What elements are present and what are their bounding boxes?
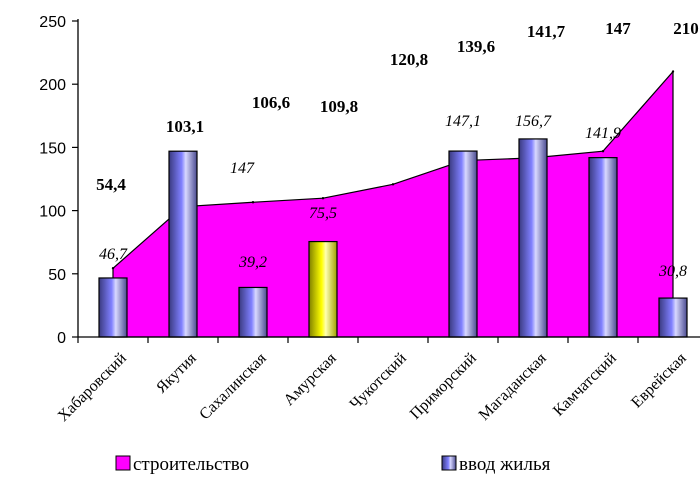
y-tick-label: 150 bbox=[39, 140, 66, 157]
area-data-label: 109,8 bbox=[320, 97, 358, 116]
bar-data-label: 147,1 bbox=[445, 113, 481, 130]
x-tick-label: Якутия bbox=[153, 349, 200, 396]
legend-swatch-stroitelstvo bbox=[115, 455, 131, 471]
x-tick-label: Приморский bbox=[407, 350, 480, 423]
x-tick-label: Чукотский bbox=[347, 350, 410, 413]
bar-vvod-zhilya bbox=[518, 138, 548, 338]
area-point bbox=[601, 149, 605, 153]
y-tick-label: 200 bbox=[39, 77, 66, 94]
area-point bbox=[391, 183, 395, 186]
y-tick-label: 100 bbox=[39, 204, 66, 221]
x-tick-label: Магаданская bbox=[476, 349, 551, 424]
area-data-label: 139,6 bbox=[457, 37, 495, 56]
area-data-label: 103,1 bbox=[166, 117, 204, 136]
bar-data-label: 39,2 bbox=[238, 254, 267, 271]
area-data-label: 54,4 bbox=[96, 175, 126, 194]
area-data-label: 141,7 bbox=[527, 22, 566, 41]
bar-data-label: 30,8 bbox=[658, 263, 687, 280]
bar-vvod-zhilya bbox=[168, 150, 198, 338]
bar-vvod-zhilya bbox=[238, 286, 268, 338]
x-tick-label: Хабаровский bbox=[55, 349, 131, 425]
bar-data-label: 46,7 bbox=[99, 246, 128, 263]
bar-vvod-zhilya bbox=[308, 240, 338, 338]
x-tick-label: Амурская bbox=[281, 349, 341, 409]
area-data-label: 210 bbox=[673, 19, 699, 38]
bar-data-label: 75,5 bbox=[309, 205, 337, 222]
area-data-label: 120,8 bbox=[390, 50, 428, 69]
y-tick-label: 0 bbox=[57, 330, 66, 347]
bar-data-label: 147 bbox=[230, 160, 255, 177]
y-tick-label: 250 bbox=[39, 14, 66, 31]
bar-vvod-zhilya bbox=[588, 157, 618, 338]
legend-swatch-vvod-zhilya bbox=[441, 455, 457, 471]
area-point bbox=[671, 70, 675, 73]
legend: строительство ввод жилья bbox=[115, 454, 551, 475]
area-data-label: 106,6 bbox=[252, 93, 290, 112]
area-point bbox=[251, 201, 255, 204]
area-point bbox=[111, 267, 115, 270]
bar-data-label: 156,7 bbox=[515, 113, 552, 130]
legend-label-vvod-zhilya: ввод жилья bbox=[459, 454, 551, 475]
legend-label-stroitelstvo: строительство bbox=[133, 454, 249, 475]
bar-vvod-zhilya bbox=[98, 277, 128, 338]
data-labels: 54,4 103,1 106,6 109,8 120,8 139,6 141,7 147 210… bbox=[96, 19, 699, 280]
area-data-label: 147 bbox=[605, 19, 631, 38]
bar-vvod-zhilya bbox=[448, 150, 478, 338]
bar-data-label: 141,9 bbox=[585, 125, 621, 142]
x-tick-label: Еврейская bbox=[628, 349, 690, 411]
y-tick-label: 50 bbox=[48, 267, 66, 284]
area-point bbox=[321, 197, 325, 200]
bar-series-layer bbox=[98, 138, 688, 338]
x-tick-label: Сахалинская bbox=[196, 349, 270, 423]
bar-vvod-zhilya bbox=[658, 297, 688, 338]
x-tick-label: Камчатский bbox=[550, 349, 620, 419]
